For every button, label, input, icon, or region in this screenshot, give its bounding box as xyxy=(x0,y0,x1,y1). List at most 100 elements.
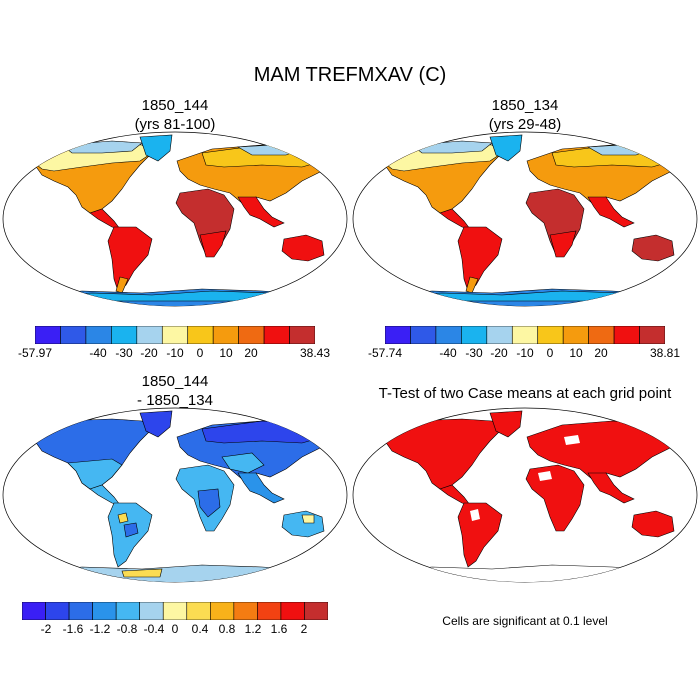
south-asia xyxy=(587,196,635,228)
colorbar-swatch xyxy=(289,326,315,344)
colorbar-labels-top-left: -57.97 -40 -30 -20 -10 0 10 20 38.43 xyxy=(18,346,330,362)
colorbar-label: -1.2 xyxy=(89,622,111,636)
colorbar-swatch xyxy=(161,326,189,344)
colorbar-swatch xyxy=(588,326,615,344)
colorbar-label: -2 xyxy=(40,622,52,636)
colorbar-label: 20 xyxy=(244,346,258,360)
colorbar-label: -10 xyxy=(166,346,184,360)
colorbar-top-right xyxy=(385,326,665,344)
colorbar-swatch xyxy=(280,602,305,620)
colorbar-swatch xyxy=(60,326,87,344)
greenland xyxy=(139,134,173,162)
southern-africa xyxy=(549,230,577,258)
colorbar-label: -20 xyxy=(140,346,158,360)
figure-title: MAM TREFMXAV (C) xyxy=(253,64,447,86)
colorbar-label: -30 xyxy=(465,346,483,360)
panel-title-line1: 1850_144 xyxy=(141,373,209,390)
colorbar-swatch xyxy=(111,326,138,344)
antarctica xyxy=(11,564,343,582)
middle-east xyxy=(221,452,265,474)
canada-arctic xyxy=(61,140,143,154)
colorbar-labels-top-right: -57.74 -40 -30 -20 -10 0 10 20 38.81 xyxy=(368,346,680,362)
south-america-blue xyxy=(123,522,139,538)
colorbar-swatch xyxy=(537,326,564,344)
colorbar-swatch xyxy=(85,326,112,344)
colorbar-label: -40 xyxy=(439,346,457,360)
colorbar-swatch xyxy=(511,326,539,344)
colorbar-label: 1.2 xyxy=(244,622,262,636)
colorbar-label: -57.74 xyxy=(367,346,403,360)
south-america-gap xyxy=(470,509,480,521)
panel-title-line1: 1850_144 xyxy=(141,97,209,114)
panel-title-top-right: 1850_134 (yrs 29-48) xyxy=(425,96,625,134)
colorbar-swatch xyxy=(210,602,235,620)
colorbar-swatch xyxy=(187,326,214,344)
colorbar-bottom-left xyxy=(22,602,328,620)
colorbar-swatch xyxy=(461,326,488,344)
colorbar-label: 0.8 xyxy=(218,622,236,636)
colorbar-swatch xyxy=(562,326,589,344)
greenland xyxy=(489,410,523,438)
panel-title-top-left: 1850_144 (yrs 81-100) xyxy=(75,96,275,134)
colorbar-swatch xyxy=(212,326,239,344)
colorbar-swatch xyxy=(139,602,164,620)
colorbar-label: -30 xyxy=(115,346,133,360)
colorbar-swatch xyxy=(186,602,211,620)
africa xyxy=(525,464,585,532)
south-asia xyxy=(237,196,285,228)
panel-title-line1: 1850_134 xyxy=(491,97,559,114)
colorbar-label: -20 xyxy=(490,346,508,360)
colorbar-swatch xyxy=(136,326,163,344)
colorbar-label: 10 xyxy=(219,346,233,360)
australia xyxy=(631,234,675,262)
canada-arctic xyxy=(411,140,493,154)
panel-title-bottom-left: 1850_144 - 1850_134 xyxy=(75,372,275,410)
map-top-left xyxy=(2,131,348,307)
south-america xyxy=(107,226,153,292)
colorbar-label: 0 xyxy=(196,346,204,360)
colorbar-swatch xyxy=(639,326,665,344)
antarctica-patch xyxy=(121,568,163,578)
colorbar-label: -0.4 xyxy=(143,622,165,636)
antarctica-significant xyxy=(421,572,445,580)
colorbar-top-left xyxy=(35,326,315,344)
central-africa xyxy=(197,488,221,518)
colorbar-label: 10 xyxy=(569,346,583,360)
map-top-right xyxy=(352,131,698,307)
colorbar-swatch xyxy=(257,602,282,620)
colorbar-label: -57.97 xyxy=(17,346,53,360)
colorbar-label: -0.8 xyxy=(116,622,138,636)
colorbar-swatch xyxy=(35,326,61,344)
southern-africa xyxy=(199,230,227,258)
panel-title-line2: - 1850_134 xyxy=(137,392,213,409)
colorbar-swatch xyxy=(162,602,188,620)
colorbar-swatch xyxy=(486,326,513,344)
significance-note: Cells are significant at 0.1 level xyxy=(442,614,608,628)
antarctica xyxy=(361,564,693,582)
colorbar-swatch xyxy=(22,602,46,620)
australia xyxy=(281,234,325,262)
colorbar-label: 20 xyxy=(594,346,608,360)
greenland xyxy=(139,410,173,438)
south-america-patch xyxy=(117,512,129,524)
eurasia-gap xyxy=(564,435,580,445)
africa-gap xyxy=(538,471,552,481)
colorbar-label: 0 xyxy=(546,346,554,360)
colorbar-swatch xyxy=(92,602,117,620)
map-bottom-right xyxy=(352,407,698,583)
south-asia xyxy=(237,472,285,504)
colorbar-swatch xyxy=(435,326,462,344)
australia-patch xyxy=(301,514,315,524)
colorbar-swatch xyxy=(304,602,328,620)
north-america xyxy=(381,418,503,490)
panel-title-line2: (yrs 81-100) xyxy=(134,116,216,133)
south-america xyxy=(457,502,503,568)
colorbar-labels-bottom-left: -2 -1.6 -1.2 -0.8 -0.4 0 0.4 0.8 1.2 1.6… xyxy=(22,622,328,638)
colorbar-label: 0 xyxy=(171,622,179,636)
colorbar-swatch xyxy=(115,602,140,620)
colorbar-swatch xyxy=(45,602,70,620)
colorbar-label: -10 xyxy=(516,346,534,360)
colorbar-label: -40 xyxy=(89,346,107,360)
colorbar-swatch xyxy=(263,326,290,344)
greenland xyxy=(489,134,523,162)
